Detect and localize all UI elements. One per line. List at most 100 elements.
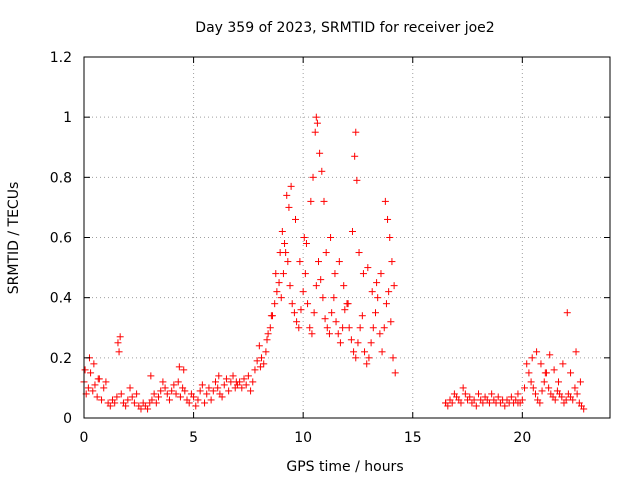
data-point (147, 372, 155, 380)
data-point (232, 378, 240, 386)
data-point (168, 387, 176, 395)
data-point (174, 378, 182, 386)
data-point (161, 384, 169, 392)
x-tick-label: 15 (404, 430, 422, 446)
data-point (563, 309, 571, 317)
y-tick-label: 0.4 (50, 291, 72, 307)
data-point (308, 330, 316, 338)
data-point (546, 351, 554, 359)
data-point (258, 354, 266, 362)
y-tick-label: 1 (63, 110, 72, 126)
data-point (521, 384, 529, 392)
data-point (312, 113, 320, 121)
data-point (260, 360, 268, 368)
data-point (528, 354, 536, 362)
plot-frame (83, 56, 611, 419)
data-point (507, 393, 515, 401)
y-tick-label: 1.2 (50, 50, 72, 66)
data-point (475, 390, 482, 398)
data-point (91, 381, 99, 389)
data-point (130, 399, 138, 407)
data-point (307, 197, 315, 205)
data-point (334, 330, 342, 338)
data-point (448, 399, 456, 407)
data-point (545, 384, 553, 392)
data-point (330, 294, 338, 302)
data-point (580, 405, 588, 413)
data-point (275, 279, 283, 287)
data-point (115, 348, 123, 356)
data-point (152, 399, 160, 407)
data-point (466, 393, 474, 401)
data-point (242, 381, 250, 389)
data-point (122, 402, 130, 410)
y-tick-labels: 0 0.2 0.4 0.6 0.8 1 1.2 (50, 50, 72, 427)
data-point (558, 393, 566, 401)
data-point (554, 378, 562, 386)
data-point (494, 393, 502, 401)
data-point (321, 315, 329, 323)
data-point (287, 182, 295, 190)
data-point (283, 191, 291, 199)
data-point (461, 390, 469, 398)
data-point (266, 324, 274, 332)
data-point (185, 399, 193, 407)
data-point (354, 339, 362, 347)
data-point (347, 336, 355, 344)
data-point (273, 288, 281, 296)
data-point (523, 360, 531, 368)
data-point (355, 249, 363, 257)
data-point (297, 306, 305, 314)
data-point (569, 396, 577, 404)
data-point (550, 366, 558, 374)
data-point (488, 390, 496, 398)
data-point (359, 270, 367, 278)
data-point (384, 215, 392, 223)
data-point (373, 279, 381, 287)
data-point (214, 384, 222, 392)
data-point (391, 369, 399, 377)
chart-title: Day 359 of 2023, SRMTID for receiver joe… (195, 20, 494, 36)
data-point (247, 387, 255, 395)
data-point (313, 119, 321, 127)
data-point (218, 393, 226, 401)
data-point (255, 342, 263, 350)
data-point (514, 399, 522, 407)
data-point (316, 149, 324, 157)
data-point (551, 396, 559, 404)
data-point (459, 384, 467, 392)
data-point (180, 366, 188, 374)
data-point (470, 396, 478, 404)
data-point (536, 399, 544, 407)
data-point (170, 381, 178, 389)
data-point (457, 399, 465, 407)
data-point (229, 372, 237, 380)
data-point (205, 384, 213, 392)
data-point (304, 300, 312, 308)
data-point (380, 324, 388, 332)
data-point (290, 309, 298, 317)
data-point (356, 324, 364, 332)
data-point (540, 378, 548, 386)
data-point (194, 396, 202, 404)
data-point (442, 399, 450, 407)
data-point (256, 363, 264, 371)
data-point (514, 390, 522, 398)
data-points (80, 113, 588, 413)
data-point (320, 197, 328, 205)
data-point (240, 375, 248, 383)
data-point (264, 330, 272, 338)
data-point (325, 330, 333, 338)
data-point (267, 312, 275, 320)
data-point (201, 399, 209, 407)
data-point (276, 249, 284, 257)
data-point (89, 387, 97, 395)
data-point (336, 339, 344, 347)
y-tick-label: 0 (63, 411, 72, 427)
data-point (388, 258, 396, 266)
data-point (351, 152, 359, 160)
data-point (190, 393, 198, 401)
data-point (345, 324, 353, 332)
data-point (309, 173, 317, 181)
data-point (381, 197, 389, 205)
